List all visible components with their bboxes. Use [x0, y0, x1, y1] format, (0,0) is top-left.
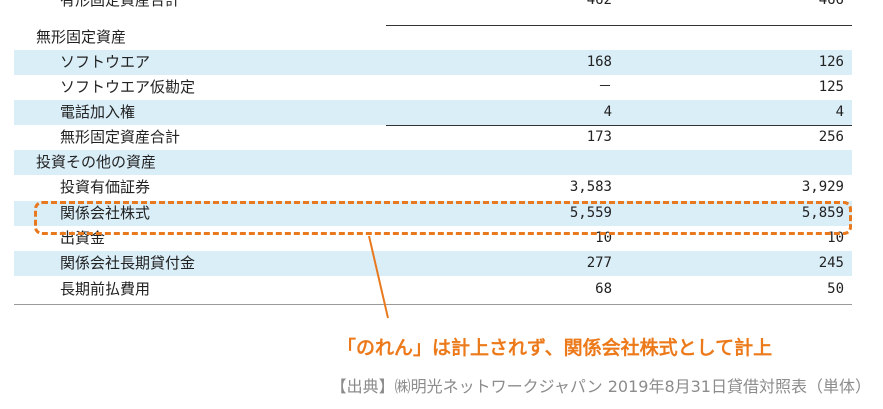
row-label: 無形固定資産合計 — [60, 128, 181, 146]
table-row: 長期前払費用 68 50 — [14, 277, 852, 302]
current-value: 125 — [818, 79, 844, 95]
subtotal-rule — [620, 125, 852, 126]
prior-value: 462 — [586, 0, 612, 8]
table-row: 投資有価証券 3,583 3,929 — [14, 175, 852, 200]
prior-value: 68 — [595, 281, 612, 297]
table-row: 無形固定資産合計 173 256 — [14, 125, 852, 150]
subtotal-rule — [386, 125, 620, 126]
row-label: ソフトウエア — [60, 53, 151, 71]
table-row: 電話加入権 4 4 — [14, 100, 852, 125]
prior-value: 3,583 — [569, 179, 612, 195]
table-row: 関係会社長期貸付金 277 245 — [14, 251, 852, 276]
current-value: 126 — [818, 54, 844, 70]
table-row: ソフトウエア 168 126 — [14, 50, 852, 75]
current-value: 4 — [835, 104, 844, 120]
row-label: 投資有価証券 — [60, 178, 151, 196]
section-heading: 無形固定資産 — [36, 28, 127, 46]
table-row: 投資その他の資産 — [14, 150, 852, 175]
subtotal-rule — [620, 25, 852, 26]
row-label: 関係会社株式 — [60, 204, 151, 222]
current-value: 5,859 — [801, 205, 844, 221]
prior-value: 173 — [586, 129, 612, 145]
table-row-highlighted: 関係会社株式 5,559 5,859 — [14, 201, 852, 226]
balance-sheet-table: 有形固定資産合計 462 466 無形固定資産 ソフトウエア 168 126 ソ… — [14, 0, 852, 305]
table-row: 無形固定資産 — [14, 25, 852, 50]
source-caption: 【出典】㈱明光ネットワークジャパン 2019年8月31日貸借対照表（単体） — [330, 377, 871, 396]
current-value: 466 — [818, 0, 844, 8]
table-row: ソフトウエア仮勘定 － 125 — [14, 75, 852, 100]
section-heading: 投資その他の資産 — [36, 153, 157, 171]
row-label: 有形固定資産合計 — [60, 0, 181, 9]
prior-value: － — [598, 79, 612, 95]
row-label: ソフトウエア仮勘定 — [60, 78, 196, 96]
annotation-text: 「のれん」は計上されず、関係会社株式として計上 — [337, 337, 773, 359]
row-label: 電話加入権 — [60, 103, 136, 121]
current-value: 50 — [827, 281, 844, 297]
current-value: 256 — [818, 129, 844, 145]
highlight-box — [34, 201, 852, 235]
table-row: 有形固定資産合計 462 466 — [14, 0, 852, 13]
prior-value: 277 — [586, 255, 612, 271]
prior-value: 5,559 — [569, 205, 612, 221]
subtotal-rule — [386, 25, 620, 26]
current-value: 245 — [818, 255, 844, 271]
row-label: 長期前払費用 — [60, 280, 151, 298]
prior-value: 4 — [603, 104, 612, 120]
row-label: 関係会社長期貸付金 — [60, 254, 196, 272]
prior-value: 168 — [586, 54, 612, 70]
current-value: 3,929 — [801, 179, 844, 195]
